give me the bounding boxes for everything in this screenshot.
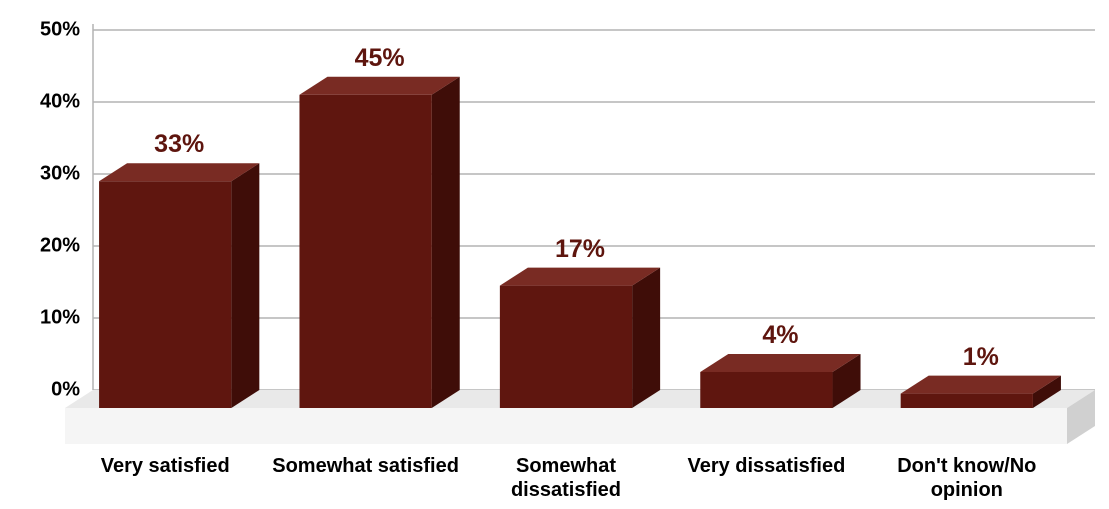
bar-side (632, 268, 660, 408)
bar-front (700, 372, 832, 408)
bar-value-label: 4% (762, 321, 798, 350)
y-tick-label: 0% (51, 379, 80, 402)
bar-top (500, 268, 660, 286)
bar-value-label: 1% (963, 343, 999, 372)
bar-value-label: 17% (555, 235, 605, 264)
bar-top (99, 163, 259, 181)
x-tick-label: Very satisfied (70, 454, 260, 478)
x-tick-label: Somewhat dissatisfied (471, 454, 661, 502)
floor-front (65, 408, 1067, 444)
bar-side (231, 163, 259, 408)
bar-front (299, 95, 431, 408)
x-tick-label: Very dissatisfied (671, 454, 861, 478)
y-tick-label: 50% (40, 19, 80, 42)
y-tick-label: 30% (40, 163, 80, 186)
y-tick-label: 20% (40, 235, 80, 258)
bar-front (901, 394, 1033, 408)
y-tick-label: 10% (40, 307, 80, 330)
bar-top (901, 376, 1061, 394)
y-tick-label: 40% (40, 91, 80, 114)
bar-top (299, 77, 459, 95)
bar-top (700, 354, 860, 372)
x-tick-label: Don't know/No opinion (872, 454, 1062, 502)
bar-front (99, 181, 231, 408)
chart-container: 0% 10% 20% 30% 40% 50% 33% Very satisfied 45% Som… (0, 0, 1109, 509)
x-tick-label: Somewhat satisfied (270, 454, 460, 478)
bar-front (500, 286, 632, 408)
bar-value-label: 45% (355, 44, 405, 73)
bar-side (432, 77, 460, 408)
bar-value-label: 33% (154, 130, 204, 159)
